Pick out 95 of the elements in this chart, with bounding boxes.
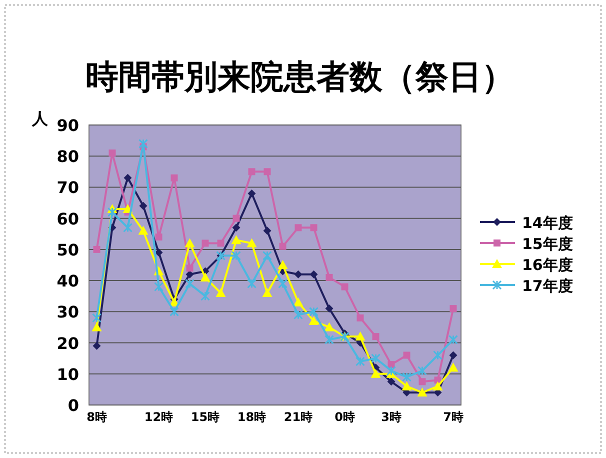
y-tick-label: 20 bbox=[56, 334, 79, 353]
point bbox=[92, 342, 101, 350]
point bbox=[263, 226, 272, 235]
point bbox=[154, 282, 164, 292]
point bbox=[264, 168, 271, 176]
point bbox=[278, 260, 288, 269]
point bbox=[217, 240, 224, 247]
x-tick-label: 8時 bbox=[86, 410, 107, 424]
point bbox=[200, 291, 210, 301]
point bbox=[216, 288, 226, 297]
y-axis-title: 人 bbox=[31, 109, 49, 128]
point bbox=[108, 150, 116, 156]
point bbox=[371, 354, 380, 364]
point bbox=[248, 189, 256, 198]
y-tick-label: 0 bbox=[68, 396, 79, 415]
point bbox=[293, 297, 304, 306]
y-tick-label: 40 bbox=[56, 272, 79, 291]
point bbox=[294, 310, 303, 320]
point bbox=[185, 278, 194, 288]
x-tick-label: 0時 bbox=[334, 410, 355, 424]
point bbox=[341, 283, 348, 290]
legend-label: 15年度 bbox=[522, 235, 573, 253]
point bbox=[93, 246, 100, 253]
point bbox=[324, 334, 334, 344]
point bbox=[325, 304, 334, 313]
point bbox=[448, 362, 458, 372]
point bbox=[138, 138, 148, 148]
point bbox=[278, 278, 288, 288]
point bbox=[155, 234, 162, 240]
point bbox=[262, 288, 272, 297]
point bbox=[418, 366, 427, 376]
point bbox=[294, 270, 302, 278]
point bbox=[139, 202, 148, 210]
point bbox=[246, 238, 257, 248]
y-tick-label: 60 bbox=[56, 209, 79, 228]
point bbox=[418, 378, 426, 386]
x-tick-label: 15時 bbox=[190, 410, 220, 424]
y-tick-label: 90 bbox=[56, 116, 79, 135]
point bbox=[324, 322, 334, 332]
point bbox=[232, 250, 241, 260]
y-tick-label: 80 bbox=[56, 147, 79, 166]
point bbox=[200, 272, 210, 282]
x-tick-label: 12時 bbox=[144, 410, 174, 424]
y-tick-label: 50 bbox=[56, 240, 79, 260]
point bbox=[310, 270, 318, 278]
legend-label: 14年度 bbox=[522, 214, 573, 232]
point bbox=[310, 224, 318, 232]
point bbox=[154, 248, 163, 257]
chart-title: 時間帯別来院患者数（祭日） bbox=[86, 57, 514, 96]
point bbox=[232, 224, 240, 232]
point bbox=[449, 351, 458, 360]
point bbox=[433, 350, 442, 360]
point bbox=[279, 242, 286, 250]
point bbox=[184, 238, 195, 248]
point bbox=[123, 222, 132, 232]
y-tick-label: 10 bbox=[56, 364, 79, 384]
point bbox=[387, 378, 396, 386]
point bbox=[262, 250, 272, 260]
point bbox=[247, 278, 256, 288]
x-tick-label: 21時 bbox=[284, 410, 313, 424]
point bbox=[356, 314, 364, 322]
point bbox=[448, 334, 458, 344]
point bbox=[402, 381, 412, 390]
point bbox=[92, 322, 102, 332]
point bbox=[108, 207, 117, 217]
point bbox=[294, 224, 302, 232]
x-tick-label: 3時 bbox=[381, 410, 402, 424]
point bbox=[231, 235, 242, 244]
point bbox=[170, 306, 179, 316]
point bbox=[202, 240, 209, 247]
point bbox=[92, 313, 102, 323]
point bbox=[309, 306, 318, 316]
point bbox=[232, 214, 240, 222]
point bbox=[326, 274, 333, 281]
point bbox=[170, 174, 178, 182]
point bbox=[355, 332, 366, 341]
x-tick-label: 18時 bbox=[237, 410, 266, 424]
legend-label: 16年度 bbox=[522, 256, 573, 274]
point bbox=[370, 368, 381, 378]
point bbox=[432, 381, 443, 390]
point bbox=[450, 305, 457, 312]
point bbox=[124, 174, 132, 182]
point bbox=[402, 372, 412, 382]
point bbox=[308, 316, 319, 325]
point bbox=[386, 366, 396, 376]
point bbox=[138, 226, 148, 235]
legend-label: 17年度 bbox=[522, 277, 573, 295]
y-tick-label: 30 bbox=[56, 302, 79, 322]
point bbox=[186, 264, 194, 272]
point bbox=[356, 356, 365, 366]
point bbox=[403, 352, 410, 359]
point bbox=[248, 168, 256, 176]
x-tick-label: 7時 bbox=[443, 410, 464, 424]
point bbox=[372, 333, 380, 340]
y-tick-label: 70 bbox=[56, 178, 79, 198]
